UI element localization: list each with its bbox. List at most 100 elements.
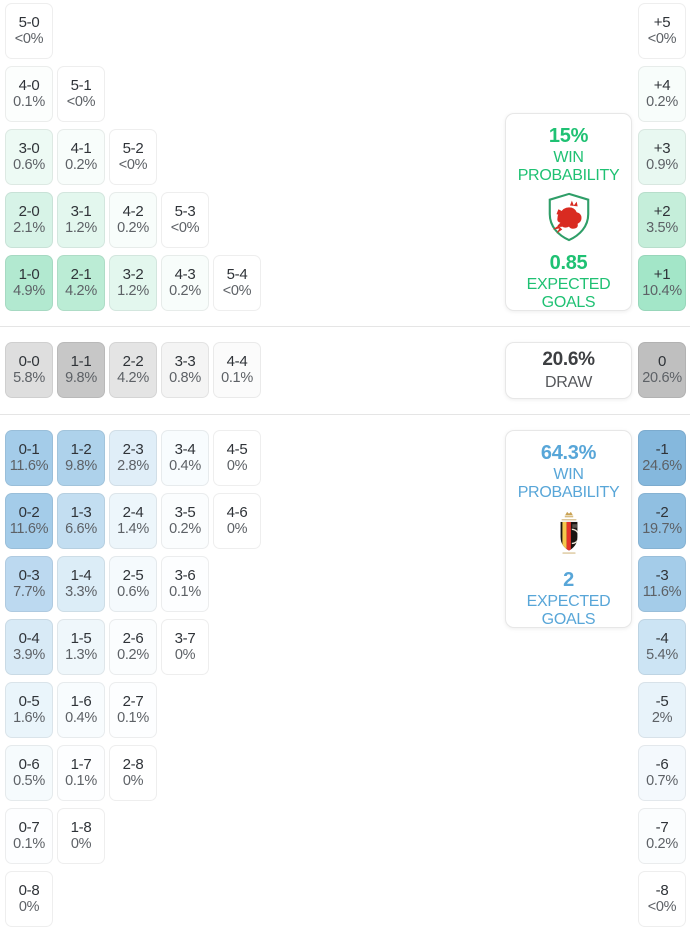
- home-win-probability-value: 15%: [548, 125, 589, 147]
- scoreline-text: -8: [655, 882, 669, 900]
- score-cell: 2-3 2.8%: [109, 430, 157, 486]
- scoreline-text: 1-3: [70, 504, 92, 522]
- goal-diff-cell: +5 <0%: [638, 3, 686, 59]
- probability-text: 0.4%: [169, 458, 201, 475]
- home-win-probability-label: WIN PROBABILITY: [517, 149, 620, 185]
- goal-diff-cell: -8 <0%: [638, 871, 686, 927]
- probability-text: 2%: [651, 710, 673, 727]
- probability-text: 4.2%: [65, 283, 97, 300]
- probability-text: 4.2%: [117, 370, 149, 387]
- score-row: 0-8 0%: [5, 871, 261, 927]
- scoreline-text: 2-6: [122, 630, 144, 648]
- probability-text: 0.7%: [646, 773, 678, 790]
- scoreline-text: 2-3: [122, 441, 144, 459]
- probability-text: 3.5%: [646, 220, 678, 237]
- scoreline-text: +2: [653, 203, 671, 221]
- score-cell: 0-2 11.6%: [5, 493, 53, 549]
- probability-text: 0.1%: [221, 370, 253, 387]
- probability-text: 6.6%: [65, 521, 97, 538]
- score-cell: 4-3 0.2%: [161, 255, 209, 311]
- score-cell: 2-7 0.1%: [109, 682, 157, 738]
- scoreline-text: 5-1: [70, 77, 92, 95]
- score-row: 0-0 5.8% 1-1 9.8% 2-2 4.2% 3-3 0.8% 4-4 0.1%: [5, 342, 261, 398]
- goal-diff-cell: -4 5.4%: [638, 619, 686, 675]
- scoreline-text: 1-8: [70, 819, 92, 837]
- score-row: 0-7 0.1% 1-8 0%: [5, 808, 261, 864]
- score-cell: 4-4 0.1%: [213, 342, 261, 398]
- probability-text: <0%: [170, 220, 200, 237]
- goal-diff-cell: -3 11.6%: [638, 556, 686, 612]
- probability-text: 0%: [122, 773, 144, 790]
- score-cell: 1-5 1.3%: [57, 619, 105, 675]
- score-cell: 1-6 0.4%: [57, 682, 105, 738]
- score-cell: 0-3 7.7%: [5, 556, 53, 612]
- scoreline-text: 3-4: [174, 441, 196, 459]
- scoreline-text: 0-8: [18, 882, 40, 900]
- scoreline-text: 0-5: [18, 693, 40, 711]
- scoreline-text: 0: [657, 353, 667, 371]
- score-cell: 3-2 1.2%: [109, 255, 157, 311]
- scoreline-text: 2-4: [122, 504, 144, 522]
- probability-text: 1.4%: [117, 521, 149, 538]
- scoreline-text: 2-0: [18, 203, 40, 221]
- probability-text: 0.5%: [13, 773, 45, 790]
- probability-text: 0.8%: [169, 370, 201, 387]
- draw-probability-value: 20.6%: [542, 349, 595, 370]
- scoreline-text: +4: [653, 77, 671, 95]
- probability-text: 0.1%: [169, 584, 201, 601]
- scoreline-text: 0-3: [18, 567, 40, 585]
- probability-text: 7.7%: [13, 584, 45, 601]
- draw-section: 0-0 5.8% 1-1 9.8% 2-2 4.2% 3-3 0.8% 4-4 0.1% 20.6…: [0, 327, 690, 415]
- score-cell: 1-4 3.3%: [57, 556, 105, 612]
- score-cell: 2-8 0%: [109, 745, 157, 801]
- probability-text: 20.6%: [642, 370, 682, 387]
- goal-diff-cell: +2 3.5%: [638, 192, 686, 248]
- scoreline-text: 1-5: [70, 630, 92, 648]
- probability-text: 1.3%: [65, 647, 97, 664]
- score-cell: 1-0 4.9%: [5, 255, 53, 311]
- probability-text: 0%: [174, 647, 196, 664]
- scoreline-text: 1-1: [70, 353, 92, 371]
- probability-text: 0%: [18, 899, 40, 916]
- draw-score-grid: 0-0 5.8% 1-1 9.8% 2-2 4.2% 3-3 0.8% 4-4 0.1%: [5, 342, 261, 398]
- scoreline-text: -3: [655, 567, 669, 585]
- scoreline-text: +5: [653, 14, 671, 32]
- score-cell: 1-2 9.8%: [57, 430, 105, 486]
- score-cell: 1-7 0.1%: [57, 745, 105, 801]
- score-cell: 4-2 0.2%: [109, 192, 157, 248]
- scoreline-text: 3-1: [70, 203, 92, 221]
- away-win-probability-label: WIN PROBABILITY: [517, 466, 620, 502]
- score-row: 0-4 3.9% 1-5 1.3% 2-6 0.2% 3-7 0%: [5, 619, 261, 675]
- scoreline-text: 0-0: [18, 353, 40, 371]
- score-cell: 5-3 <0%: [161, 192, 209, 248]
- scoreline-text: 1-2: [70, 441, 92, 459]
- score-cell: 4-1 0.2%: [57, 129, 105, 185]
- score-cell: 2-0 2.1%: [5, 192, 53, 248]
- score-cell: 4-6 0%: [213, 493, 261, 549]
- probability-text: 0.2%: [117, 647, 149, 664]
- probability-text: 0%: [226, 521, 248, 538]
- score-cell: 4-5 0%: [213, 430, 261, 486]
- probability-text: 3.3%: [65, 584, 97, 601]
- probability-text: 0.6%: [13, 157, 45, 174]
- score-cell: 2-1 4.2%: [57, 255, 105, 311]
- probability-text: 24.6%: [642, 458, 682, 475]
- goal-diff-cell: -2 19.7%: [638, 493, 686, 549]
- scoreline-text: 4-1: [70, 140, 92, 158]
- away-expected-goals-label: EXPECTED GOALS: [526, 592, 611, 629]
- score-cell: 3-0 0.6%: [5, 129, 53, 185]
- score-cell: 4-0 0.1%: [5, 66, 53, 122]
- scoreline-text: 3-2: [122, 266, 144, 284]
- score-cell: 0-8 0%: [5, 871, 53, 927]
- scoreline-text: 2-2: [122, 353, 144, 371]
- goal-diff-cell: +4 0.2%: [638, 66, 686, 122]
- probability-text: 11.6%: [9, 521, 49, 538]
- score-cell: 2-6 0.2%: [109, 619, 157, 675]
- score-row: 1-0 4.9% 2-1 4.2% 3-2 1.2% 4-3 0.2% 5-4 <0%: [5, 255, 261, 311]
- probability-text: 3.9%: [13, 647, 45, 664]
- probability-text: <0%: [118, 157, 148, 174]
- goal-diff-cell: +1 10.4%: [638, 255, 686, 311]
- score-row: 0-2 11.6% 1-3 6.6% 2-4 1.4% 3-5 0.2% 4-6 0%: [5, 493, 261, 549]
- probability-text: 0.1%: [65, 773, 97, 790]
